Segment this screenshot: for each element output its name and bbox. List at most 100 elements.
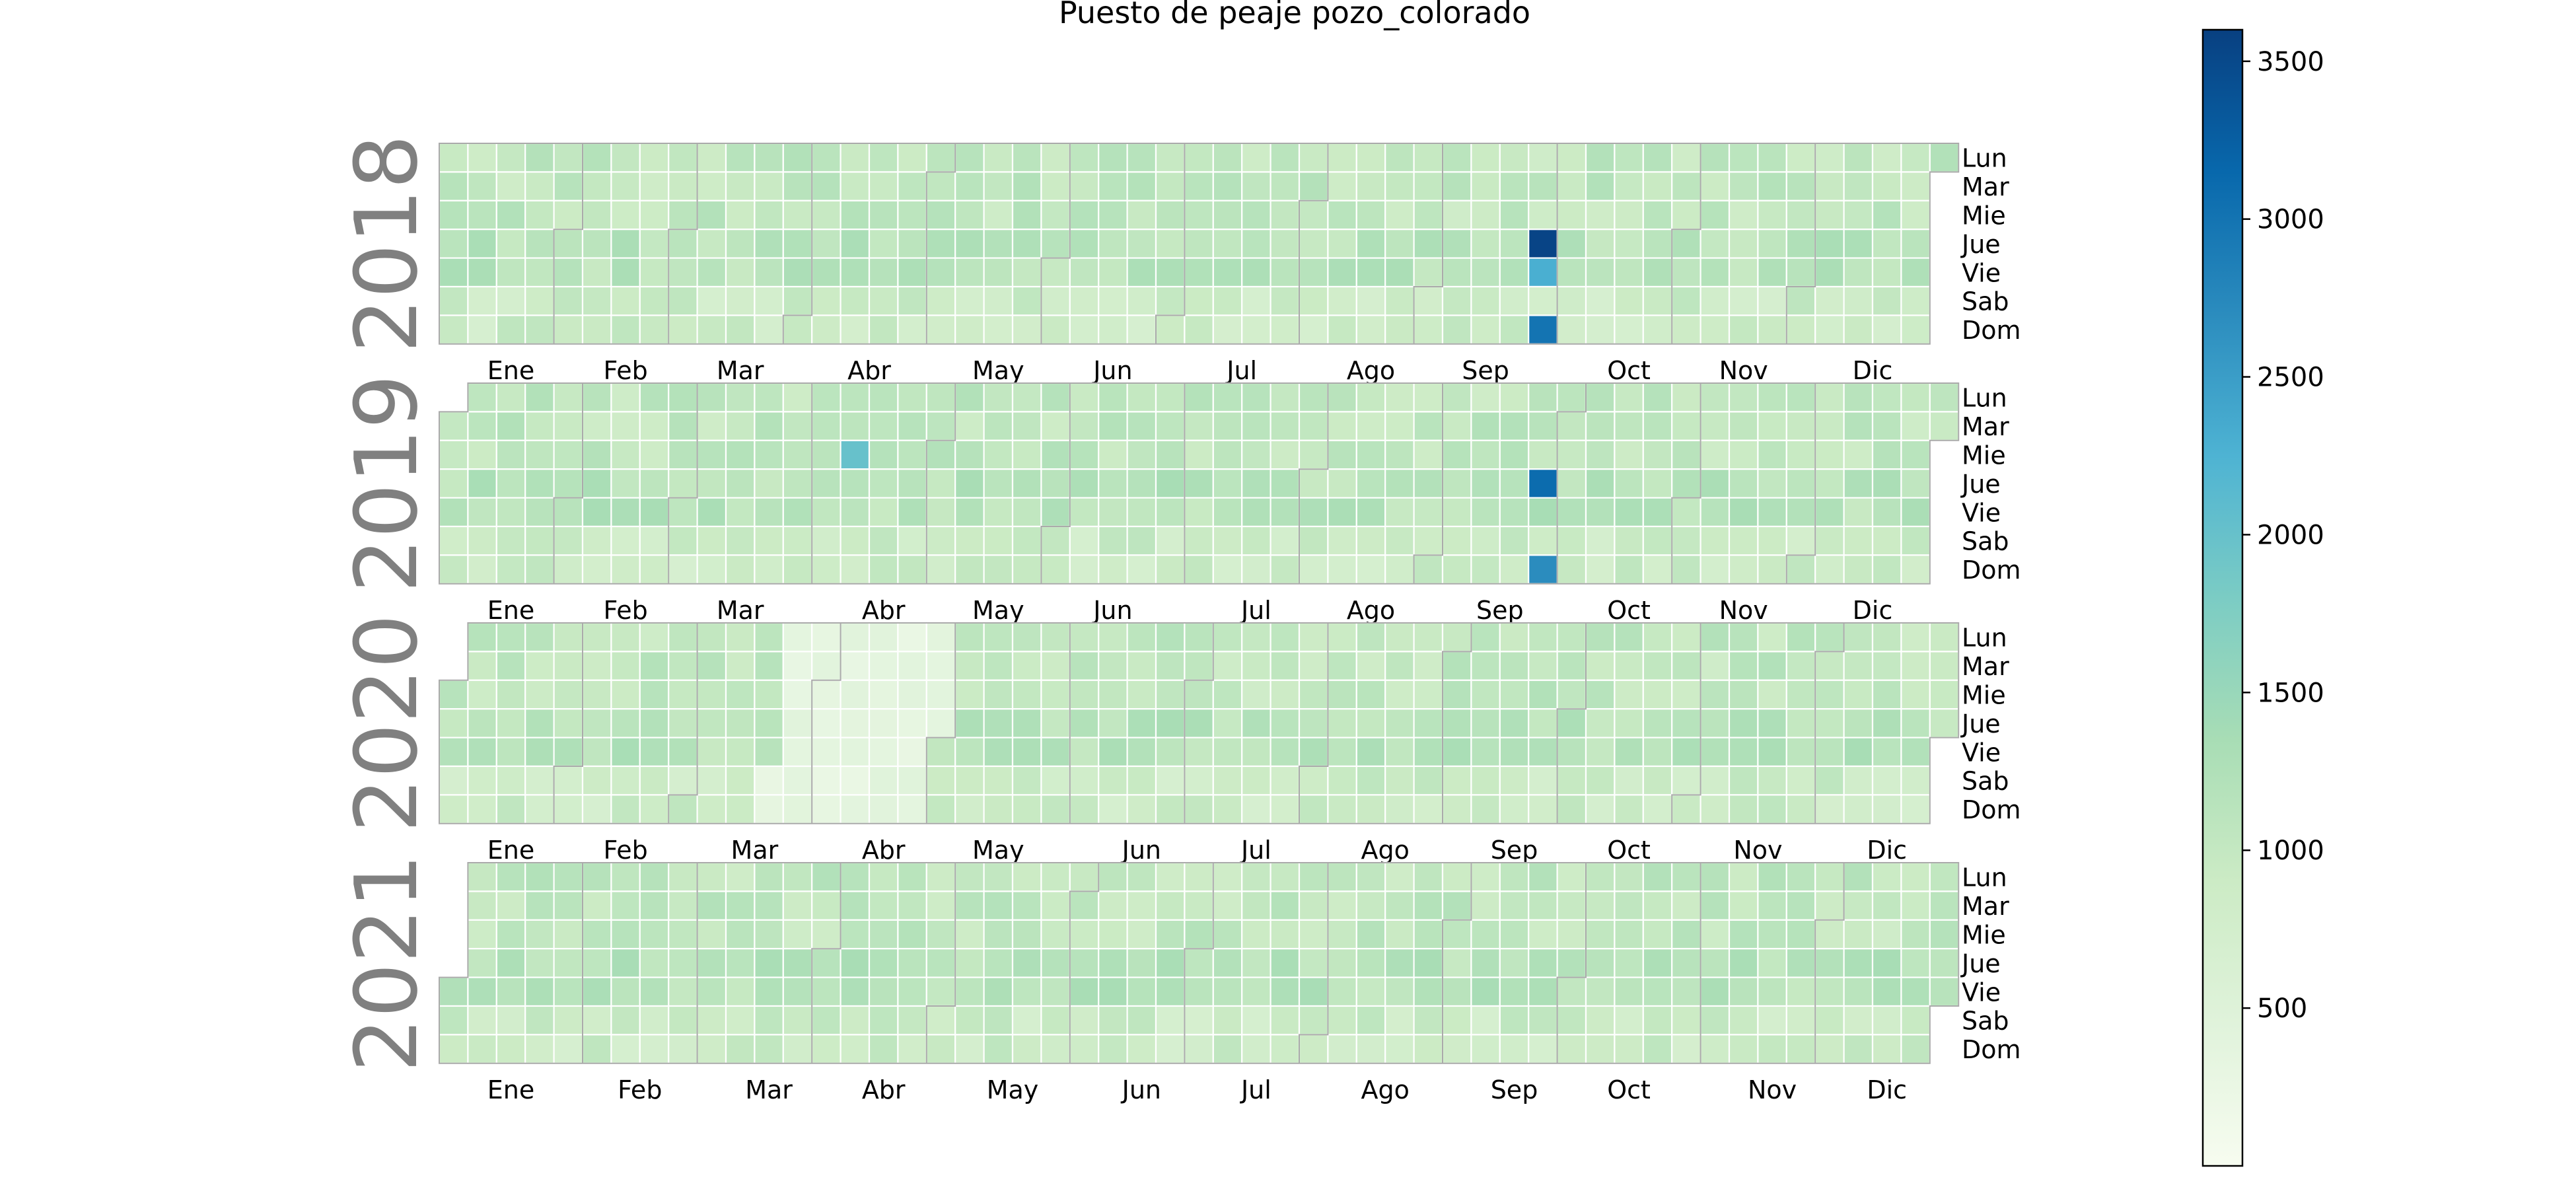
- day-cell: [1327, 622, 1357, 653]
- day-cell: [1728, 651, 1759, 681]
- day-cell: [897, 257, 927, 288]
- day-cell: [983, 622, 1014, 653]
- day-cell: [1441, 1034, 1472, 1064]
- day-cell: [1556, 439, 1587, 470]
- day-cell: [1040, 142, 1071, 173]
- day-cell: [610, 199, 641, 231]
- day-cell: [553, 382, 584, 413]
- day-cell: [1011, 948, 1042, 978]
- day-cell: [1585, 765, 1616, 796]
- day-cell: [1413, 497, 1444, 528]
- day-cell: [725, 765, 756, 796]
- day-cell: [1699, 468, 1731, 499]
- month-label: Dic: [1867, 836, 1907, 865]
- day-cell: [725, 948, 756, 978]
- day-cell: [1671, 708, 1701, 739]
- day-cell: [1699, 382, 1731, 413]
- day-cell: [1556, 497, 1587, 528]
- day-cell: [1671, 497, 1701, 528]
- weekday-label: Mie: [1962, 441, 2006, 470]
- day-cell: [925, 257, 956, 288]
- day-cell: [1785, 439, 1816, 470]
- day-cell: [782, 525, 813, 556]
- day-cell: [495, 890, 526, 921]
- day-cell: [1585, 411, 1616, 441]
- day-cell: [1212, 890, 1243, 921]
- day-cell: [1069, 651, 1100, 681]
- day-cell: [1499, 411, 1530, 441]
- day-cell: [1040, 525, 1071, 556]
- day-cell: [1785, 257, 1816, 288]
- day-cell: [1470, 948, 1501, 978]
- day-cell: [1355, 525, 1386, 556]
- day-cell: [696, 737, 727, 768]
- day-cell: [1556, 411, 1587, 441]
- day-cell: [1384, 651, 1415, 681]
- day-cell: [1069, 257, 1100, 288]
- weekday-label: Mar: [1962, 652, 2009, 681]
- month-label: May: [972, 596, 1024, 625]
- day-cell: [1699, 525, 1731, 556]
- day-cell: [983, 229, 1014, 259]
- day-cell: [1270, 890, 1301, 921]
- day-cell: [1871, 525, 1902, 556]
- day-cell: [1441, 285, 1472, 316]
- day-cell: [1900, 1005, 1931, 1036]
- month-border: [1785, 383, 1816, 584]
- day-cell: [1384, 142, 1415, 173]
- day-cell: [1011, 890, 1042, 921]
- day-cell: [610, 554, 641, 585]
- day-cell: [782, 794, 813, 824]
- day-cell: [1757, 948, 1787, 978]
- day-cell: [782, 890, 813, 921]
- day-cell: [1069, 948, 1100, 978]
- day-cell: [1155, 468, 1186, 499]
- day-cell: [954, 948, 985, 978]
- day-cell: [1757, 919, 1787, 950]
- day-cell: [1212, 285, 1243, 316]
- day-cell: [1270, 622, 1301, 653]
- day-cell: [668, 622, 698, 653]
- day-cell: [1327, 382, 1357, 413]
- day-cell: [1098, 1034, 1128, 1064]
- day-cell: [1384, 737, 1415, 768]
- day-cell: [1413, 765, 1444, 796]
- day-cell: [1355, 765, 1386, 796]
- weekday-label: Jue: [1960, 709, 2001, 739]
- day-cell: [840, 948, 871, 978]
- day-cell: [811, 890, 841, 921]
- day-cell: [1699, 314, 1731, 345]
- day-cell: [1814, 794, 1845, 824]
- day-cell: [1671, 890, 1701, 921]
- day-cell: [495, 314, 526, 345]
- day-cell: [1556, 554, 1587, 585]
- day-cell: [1241, 142, 1271, 173]
- day-cell: [925, 229, 956, 259]
- day-cell: [553, 229, 584, 259]
- day-cell: [1098, 468, 1128, 499]
- day-cell: [1556, 199, 1587, 231]
- month-border: [925, 623, 956, 824]
- day-cell: [467, 497, 497, 528]
- day-cell: [1728, 737, 1759, 768]
- day-cell: [754, 890, 784, 921]
- day-cell: [1699, 737, 1731, 768]
- day-cell: [954, 497, 985, 528]
- day-cell: [1499, 737, 1530, 768]
- day-cell: [1470, 794, 1501, 824]
- day-cell: [1900, 439, 1931, 470]
- day-cell: [696, 439, 727, 470]
- colorbar-tick-label: 1500: [2257, 678, 2324, 708]
- day-cell: [1871, 765, 1902, 796]
- day-cell: [1528, 497, 1558, 528]
- day-cell: [1556, 794, 1587, 824]
- day-cell: [467, 890, 497, 921]
- day-cell: [1441, 861, 1472, 892]
- day-cell: [1585, 861, 1616, 892]
- day-cell: [1728, 171, 1759, 201]
- day-cell: [1900, 229, 1931, 259]
- day-cell: [1184, 1005, 1214, 1036]
- day-cell: [811, 919, 841, 950]
- day-cell: [1327, 765, 1357, 796]
- day-cell: [1212, 948, 1243, 978]
